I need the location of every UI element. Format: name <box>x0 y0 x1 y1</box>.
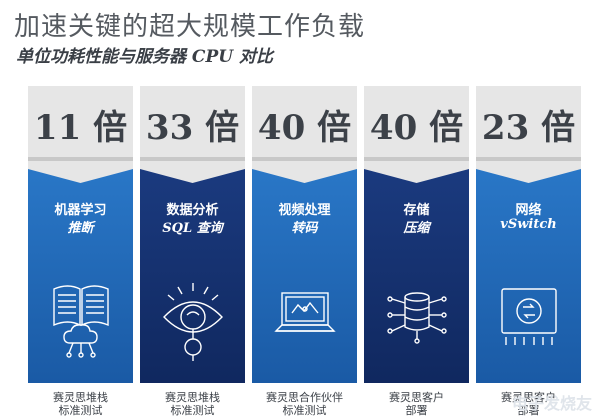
caption-line-1: 赛灵思堆栈 <box>165 391 220 404</box>
value-text: 33 倍 <box>145 108 240 148</box>
value-text: 23 倍 <box>481 108 576 148</box>
card-label: 存储 <box>403 203 430 218</box>
value-box: 40 倍 <box>252 86 357 161</box>
card-sublabel: 推断 <box>67 221 94 236</box>
card-sublabel: 压缩 <box>403 221 430 236</box>
card-label: 视频处理 <box>278 203 331 218</box>
caption-line-2: 标准测试 <box>282 404 327 417</box>
caption-line-1: 赛灵思客户 <box>501 391 556 404</box>
card-caption: 赛灵思堆栈 标准测试 <box>140 391 245 417</box>
card-label: 数据分析 <box>166 203 219 218</box>
card-label: 机器学习 <box>54 203 107 218</box>
card-panel: 视频处理 转码 <box>252 161 357 383</box>
caption-line-2: 标准测试 <box>58 404 103 417</box>
caption-line-1: 赛灵思客户 <box>389 391 444 404</box>
laptop-icon <box>274 292 336 332</box>
card-caption: 赛灵思堆栈 标准测试 <box>28 391 133 417</box>
page-subtitle: 单位功耗性能与服务器 CPU 对比 <box>16 47 273 67</box>
caption-line-2: 部署 <box>405 404 428 417</box>
panel-background <box>476 161 581 383</box>
value-box: 11 倍 <box>28 86 133 161</box>
book-cloud-icon <box>53 285 109 358</box>
panel-background <box>252 161 357 383</box>
card-panel: 数据分析 SQL 查询 <box>140 161 245 383</box>
value-text: 40 倍 <box>257 108 352 148</box>
card-sublabel: SQL 查询 <box>162 221 223 236</box>
card-caption: 赛灵思合作伙伴 标准测试 <box>252 391 357 417</box>
card-network: 23 倍 网络 vSwitch 赛灵思客户 部署 <box>476 86 581 417</box>
metric-cards: 11 倍 机器学习 推断 赛灵思堆栈 标准测试 <box>0 78 600 420</box>
network-switch-icon <box>501 288 557 345</box>
card-caption: 赛灵思客户 部署 <box>364 391 469 417</box>
value-text: 11 倍 <box>33 108 128 148</box>
caption-line-2: 标准测试 <box>170 404 215 417</box>
value-box: 33 倍 <box>140 86 245 161</box>
card-panel: 机器学习 推断 <box>28 161 133 383</box>
database-network-icon <box>387 292 447 344</box>
card-storage: 40 倍 存储 压缩 赛灵思客户 <box>364 86 469 417</box>
card-data-analytics: 33 倍 数据分析 SQL 查询 赛灵思堆栈 标准测试 <box>140 86 245 417</box>
caption-line-1: 赛灵思堆栈 <box>53 391 108 404</box>
panel-background <box>364 161 469 383</box>
watermark: 电子发烧友 <box>511 394 592 413</box>
card-caption: 赛灵思客户 部署 <box>476 391 581 417</box>
value-box: 23 倍 <box>476 86 581 161</box>
card-panel: 存储 压缩 <box>364 161 469 383</box>
value-text: 40 倍 <box>369 108 464 148</box>
card-sublabel: 转码 <box>291 221 318 236</box>
eye-magnifier-icon <box>163 283 223 361</box>
card-panel: 网络 vSwitch <box>476 161 581 383</box>
card-label: 网络 <box>515 203 542 218</box>
card-sublabel: vSwitch <box>500 217 557 232</box>
caption-line-1: 赛灵思合作伙伴 <box>266 391 343 404</box>
card-machine-learning: 11 倍 机器学习 推断 赛灵思堆栈 标准测试 <box>28 86 133 417</box>
panel-background <box>140 161 245 383</box>
caption-line-2: 部署 <box>517 404 540 417</box>
page-title: 加速关键的超大规模工作负载 <box>14 12 366 42</box>
card-video-processing: 40 倍 视频处理 转码 赛灵思合作伙伴 标准测试 <box>252 86 357 417</box>
value-box: 40 倍 <box>364 86 469 161</box>
